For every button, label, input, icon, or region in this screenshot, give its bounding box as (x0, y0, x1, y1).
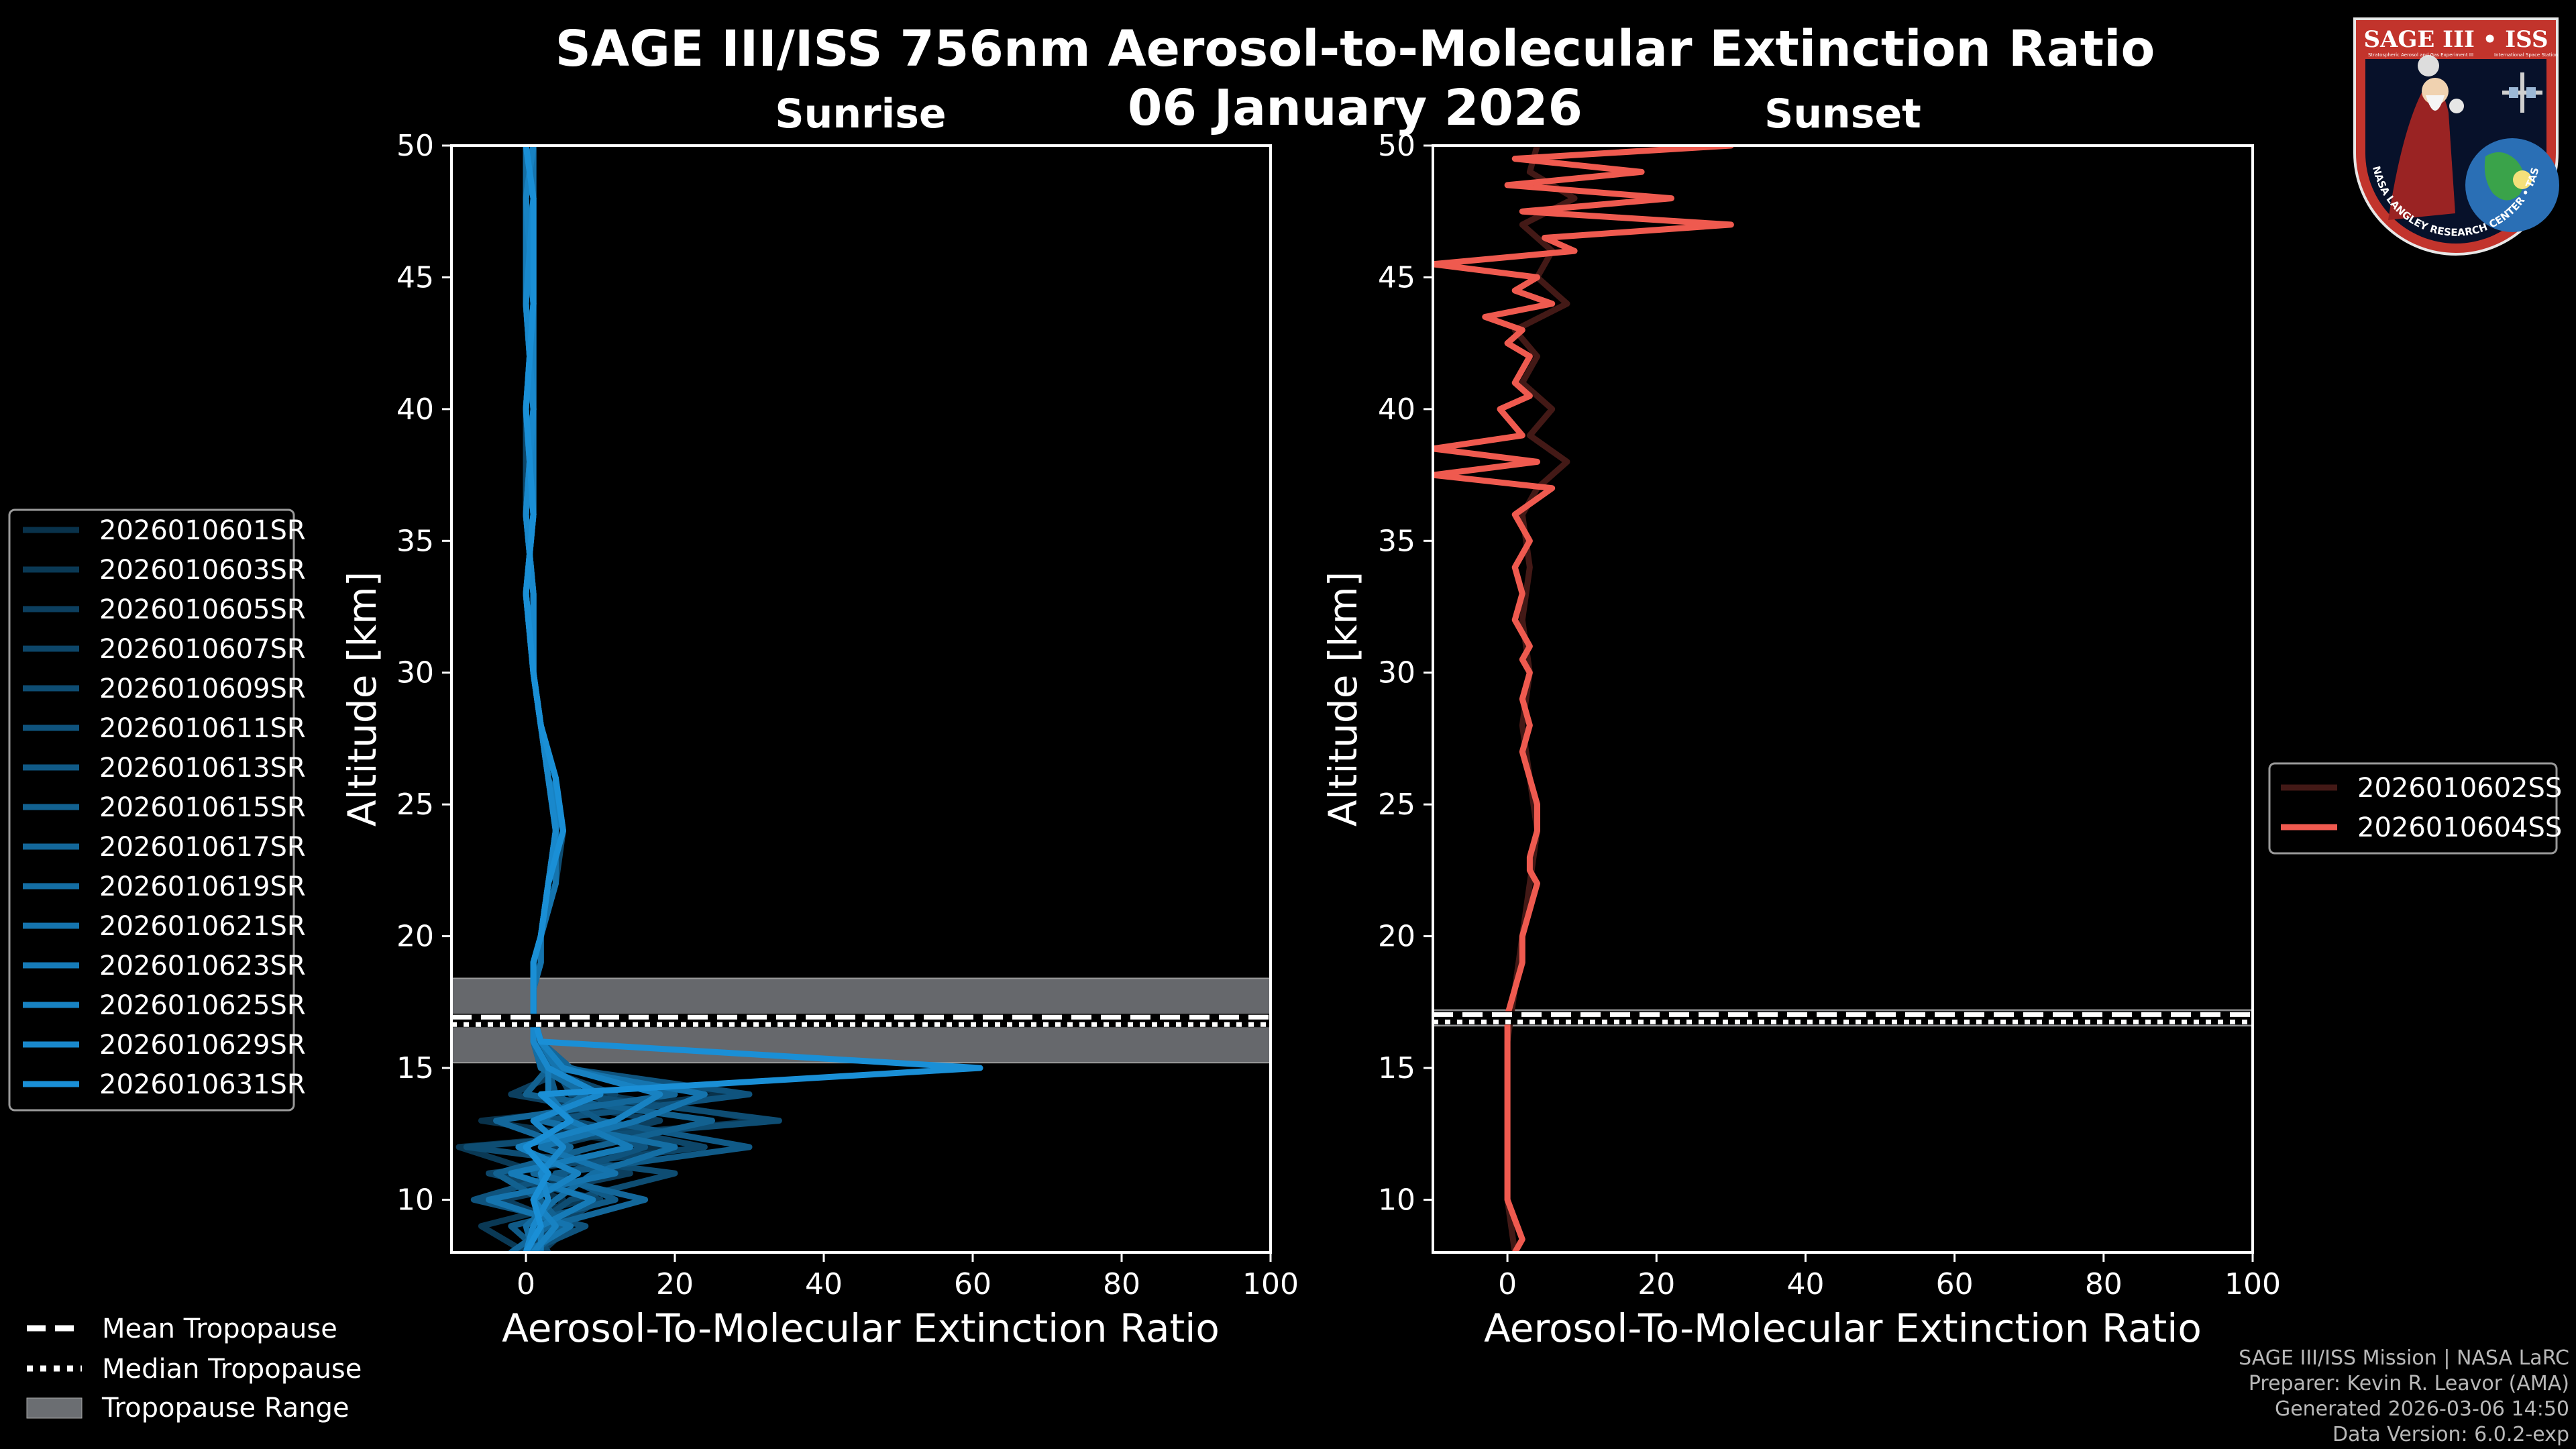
series-line-2026010631SR (523, 146, 983, 1252)
y-tick-label: 30 (396, 656, 434, 690)
logo-sub-left-text: Stratospheric Aerosol and Gas Experiment… (2368, 52, 2473, 58)
x-tick-label: 20 (1638, 1267, 1675, 1301)
y-tick-label: 25 (1378, 788, 1415, 822)
x-tick-label: 40 (1786, 1267, 1824, 1301)
logo-sub-right-text: International Space Station (2494, 52, 2558, 58)
legend-label: 2026010604SS (2357, 812, 2562, 843)
legend-label: 2026010625SR (99, 990, 306, 1021)
median-tropopause-legend-label: Median Tropopause (102, 1354, 362, 1385)
y-tick-label: 10 (1378, 1183, 1415, 1217)
y-tick-label: 30 (1378, 656, 1415, 690)
credit-line-preparer: Preparer: Kevin R. Leavor (AMA) (2248, 1372, 2569, 1395)
x-tick-label: 100 (1242, 1267, 1299, 1301)
y-tick-label: 15 (1378, 1051, 1415, 1085)
figure-date: 06 January 2026 (1128, 79, 1582, 137)
legend-label: 2026010607SR (99, 634, 306, 665)
y-tick-label: 35 (1378, 524, 1415, 558)
x-tick-label: 40 (805, 1267, 843, 1301)
sunset-xlabel: Aerosol-To-Molecular Extinction Ratio (1484, 1305, 2202, 1351)
tropopause-range-legend-mark (26, 1397, 83, 1419)
legend-label: 2026010623SR (99, 951, 306, 981)
figure-title: SAGE III/ISS 756nm Aerosol-to-Molecular … (555, 20, 2155, 78)
x-tick-label: 20 (656, 1267, 694, 1301)
x-tick-label: 60 (954, 1267, 991, 1301)
series-line-2026010604SS (1433, 146, 1734, 1252)
sunset-legend-frame (2268, 762, 2558, 855)
credit-line-generated: Generated 2026-03-06 14:50 (2274, 1397, 2569, 1421)
x-tick-label: 80 (2085, 1267, 2123, 1301)
y-tick-label: 50 (396, 129, 434, 163)
y-tick-label: 35 (396, 524, 434, 558)
sunrise-plot-frame (450, 144, 1272, 1254)
y-tick-label: 20 (396, 920, 434, 954)
sunset-plot-frame (1432, 144, 2254, 1254)
legend-label: 2026010619SR (99, 871, 306, 902)
sunrise-xlabel: Aerosol-To-Molecular Extinction Ratio (502, 1305, 1220, 1351)
sunset-title: Sunset (1764, 91, 1921, 138)
sunset-legend: 2026010602SS 2026010604SS (2268, 762, 2562, 855)
x-tick-label: 100 (2224, 1267, 2281, 1301)
y-tick-label: 10 (396, 1183, 434, 1217)
x-tick-label: 0 (1498, 1267, 1517, 1301)
x-tick-label: 60 (1936, 1267, 1974, 1301)
y-tick-label: 45 (396, 260, 434, 294)
y-tick-label: 20 (1378, 920, 1415, 954)
legend-label: 2026010605SR (99, 594, 306, 625)
credits-block: SAGE III/ISS Mission | NASA LaRC Prepare… (2239, 1346, 2569, 1448)
credit-line-version: Data Version: 6.0.2-exp (2332, 1423, 2569, 1446)
y-tick-label: 50 (1378, 129, 1415, 163)
mean-tropopause-legend-label: Mean Tropopause (102, 1313, 337, 1344)
legend-label: 2026010613SR (99, 753, 306, 784)
credit-line-mission: SAGE III/ISS Mission | NASA LaRC (2239, 1346, 2569, 1370)
legend-label: 2026010602SS (2357, 773, 2562, 804)
y-tick-label: 15 (396, 1051, 434, 1085)
y-tick-label: 25 (396, 788, 434, 822)
tropopause-legend: Mean Tropopause Median Tropopause Tropop… (26, 1313, 362, 1424)
sunrise-ylabel: Altitude [km] (339, 572, 385, 826)
sunrise-panel: Sunrise 0 20 40 60 80 100 101520253035404550 … (339, 91, 1299, 1351)
legend-label: 2026010621SR (99, 911, 306, 942)
sunrise-legend-frame (8, 508, 295, 1112)
sunrise-title: Sunrise (775, 91, 946, 138)
logo-title-text: SAGE III • ISS (2363, 26, 2548, 53)
sunrise-legend: 2026010601SR 2026010603SR 2026010605SR 2026… (8, 508, 306, 1112)
legend-label: 2026010611SR (99, 713, 306, 744)
sunset-panel: Sunset 0 20 40 60 80 100 10 15 20 25 30 35 40 45 50 A… (1320, 91, 2281, 1351)
legend-label: 2026010601SR (99, 515, 306, 546)
y-tick-label: 45 (1378, 260, 1415, 294)
legend-label: 2026010615SR (99, 792, 306, 823)
legend-label: 2026010603SR (99, 555, 306, 586)
legend-label: 2026010617SR (99, 832, 306, 863)
legend-label: 2026010609SR (99, 674, 306, 704)
x-tick-label: 0 (517, 1267, 535, 1301)
legend-label: 2026010629SR (99, 1030, 306, 1061)
y-tick-label: 40 (1378, 392, 1415, 427)
x-tick-label: 80 (1103, 1267, 1140, 1301)
legend-label: 2026010631SR (99, 1069, 306, 1100)
sage-iii-iss-mission-logo: SAGE III • ISS Stratospheric Aerosol and… (2341, 12, 2559, 256)
tropopause-range-legend-label: Tropopause Range (101, 1393, 350, 1424)
y-tick-label: 40 (396, 392, 434, 427)
sunset-ylabel: Altitude [km] (1320, 572, 1366, 826)
